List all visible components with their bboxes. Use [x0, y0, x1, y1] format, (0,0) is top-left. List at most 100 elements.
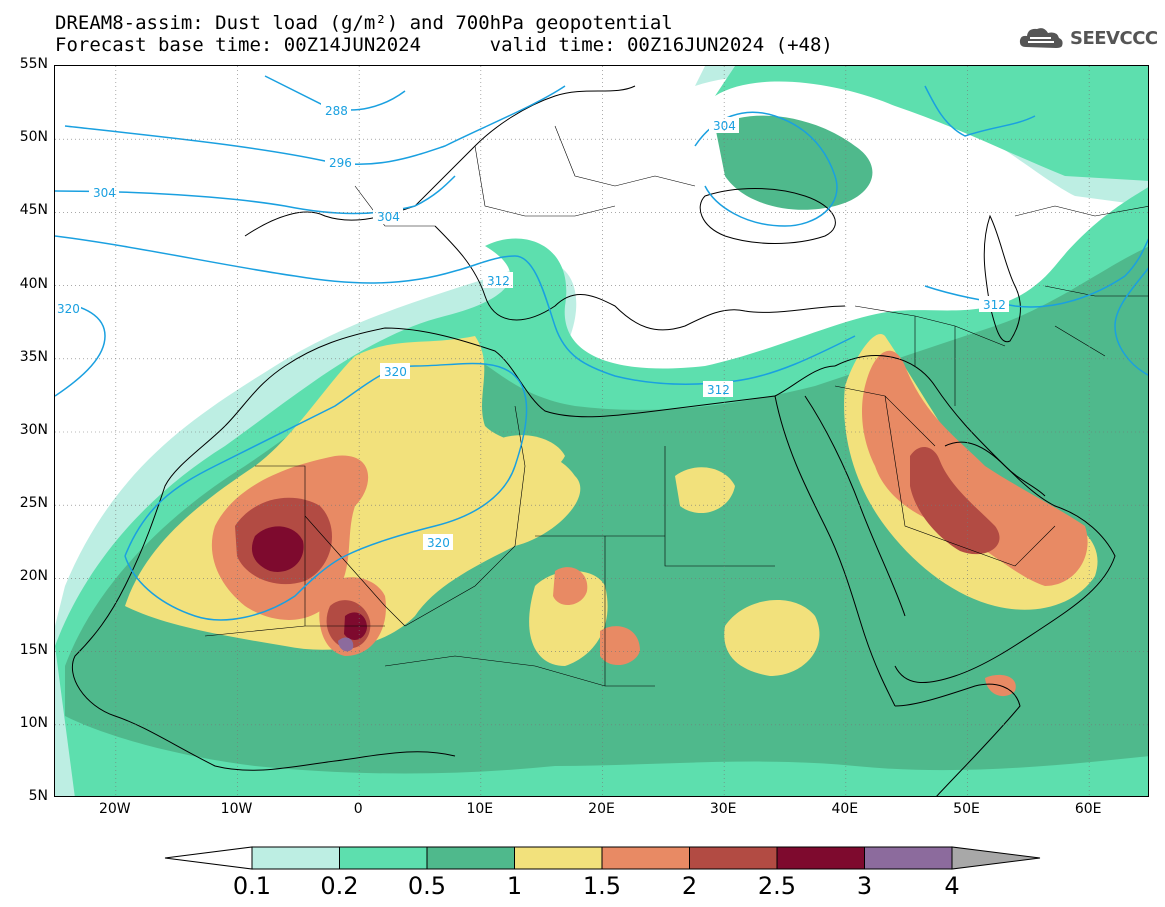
coastline-persian-gulf	[944, 441, 1046, 497]
lat-tick-label: 25N	[19, 495, 48, 512]
colorbar-swatch	[776, 846, 865, 870]
lat-tick-label: 10N	[19, 714, 48, 731]
lat-lon-grid	[55, 66, 1148, 796]
contour-label: 320	[380, 363, 410, 379]
border-central-asia	[1014, 205, 1148, 357]
border-middle-east	[854, 305, 1006, 406]
border-layer	[204, 125, 1148, 687]
svg-text:312: 312	[487, 274, 510, 288]
contour-label: 312	[979, 296, 1009, 312]
contour-296	[64, 85, 566, 166]
lat-tick-label: 20N	[19, 568, 48, 585]
lon-tick-label: 10W	[220, 801, 253, 817]
lon-tick-label: 40E	[831, 801, 859, 817]
contour-label-layer: 288 296 304 304 304 312	[55, 102, 1009, 550]
coastline-europe	[244, 85, 846, 331]
colorbar-swatch	[601, 846, 690, 870]
border-arabia	[834, 385, 1056, 567]
dust-band-1-sahel-e	[529, 571, 608, 666]
lat-tick-label: 55N	[19, 56, 48, 72]
colorbar-swatches	[164, 846, 1041, 870]
dust-load-colorbar	[164, 846, 1041, 870]
dust-band-1.5-arabia	[862, 350, 1088, 586]
dust-band-1-libya	[485, 435, 565, 480]
contour-320-east	[1114, 267, 1148, 376]
contour-304-west	[55, 175, 456, 215]
map-panel: 288 296 304 304 304 312	[54, 65, 1149, 797]
dust-band-2-arabia	[910, 446, 1000, 555]
colorbar-tick-label: 4	[944, 872, 960, 900]
colorbar-tick-label: 0.5	[407, 872, 447, 900]
lon-tick-label: 30E	[709, 801, 737, 817]
lat-tick-label: 35N	[19, 348, 48, 365]
seevccc-logo: SEEVCCC	[1018, 25, 1158, 51]
colorbar-tick-label: 2.5	[757, 872, 797, 900]
lat-tick-label: 15N	[19, 641, 48, 658]
lat-tick-label: 50N	[19, 129, 48, 146]
contour-label: 304	[89, 184, 119, 200]
lon-tick-label: 60E	[1074, 801, 1102, 817]
lat-tick-label: 30N	[19, 422, 48, 438]
dust-band-0.5-caspian	[715, 115, 873, 210]
contour-label: 320	[423, 534, 453, 550]
lon-tick-label: 50E	[953, 801, 980, 817]
coastline-arabia	[834, 355, 1116, 684]
lat-tick-label: 40N	[19, 275, 48, 292]
contour-label: 288	[321, 102, 351, 118]
brand-name: SEEVCCC	[1070, 27, 1158, 49]
svg-text:320: 320	[57, 302, 80, 316]
cloud-icon	[1019, 28, 1063, 48]
contour-label: 312	[703, 381, 733, 397]
colorbar-swatch	[514, 846, 603, 870]
colorbar-swatch	[339, 846, 428, 870]
svg-text:320: 320	[384, 365, 407, 379]
colorbar-swatch	[426, 846, 515, 870]
svg-text:288: 288	[325, 104, 348, 118]
map-title: DREAM8-assim: Dust load (g/m²) and 700hP…	[55, 12, 673, 34]
lat-tick-label: 45N	[19, 202, 48, 219]
dust-band-2.5	[251, 526, 304, 572]
dust-band-1.5-chad	[553, 567, 588, 606]
coastline-red-sea	[774, 395, 906, 707]
svg-text:312: 312	[983, 298, 1006, 312]
svg-text:320: 320	[427, 536, 450, 550]
dust-band-3	[338, 637, 354, 652]
dust-band-1-egypt	[675, 467, 735, 514]
border-sahara-1	[255, 405, 526, 627]
contour-label: 304	[709, 117, 739, 133]
colorbar-tick-label: 2	[681, 872, 698, 900]
dust-band-1-ethiopia	[724, 599, 820, 676]
colorbar-tick-label: 1	[506, 872, 523, 900]
coastline-horn-africa	[894, 683, 1021, 796]
svg-text:296: 296	[329, 156, 352, 170]
lon-tick-label: 20E	[588, 801, 615, 817]
contour-label: 296	[325, 154, 355, 170]
colorbar-swatch	[864, 846, 953, 870]
dust-band-0.2-north	[715, 66, 1148, 181]
dust-band-1.5-sudan	[600, 626, 640, 666]
colorbar-over-arrow	[951, 846, 1041, 870]
svg-text:312: 312	[707, 383, 730, 397]
contour-320-main	[124, 362, 528, 621]
colorbar-tick-label: 3	[856, 872, 873, 900]
dust-load-map: 288 296 304 304 304 312	[55, 66, 1148, 796]
border-sahara-2	[535, 446, 775, 686]
colorbar-swatch	[251, 846, 340, 870]
colorbar-under-arrow	[164, 846, 253, 870]
contour-304-east	[694, 111, 838, 227]
lon-tick-label: 20W	[98, 801, 131, 817]
lon-tick-label: 0	[353, 801, 363, 817]
colorbar-tick-label: 0.2	[320, 872, 359, 900]
border-europe	[354, 125, 696, 227]
contour-label: 304	[373, 208, 403, 224]
colorbar-tick-label: 1.5	[582, 872, 622, 900]
lon-tick-label: 10E	[466, 801, 494, 817]
map-subtitle-times: Forecast base time: 00Z14JUN2024 valid t…	[55, 34, 833, 56]
dust-field-layer	[55, 66, 1148, 796]
border-sahel	[204, 625, 655, 687]
coastline-caspian	[983, 214, 1021, 343]
colorbar-tick-label: 0.1	[232, 872, 272, 900]
coastline-black-sea	[699, 188, 836, 244]
contour-label: 312	[483, 272, 513, 288]
colorbar-swatch	[689, 846, 778, 870]
